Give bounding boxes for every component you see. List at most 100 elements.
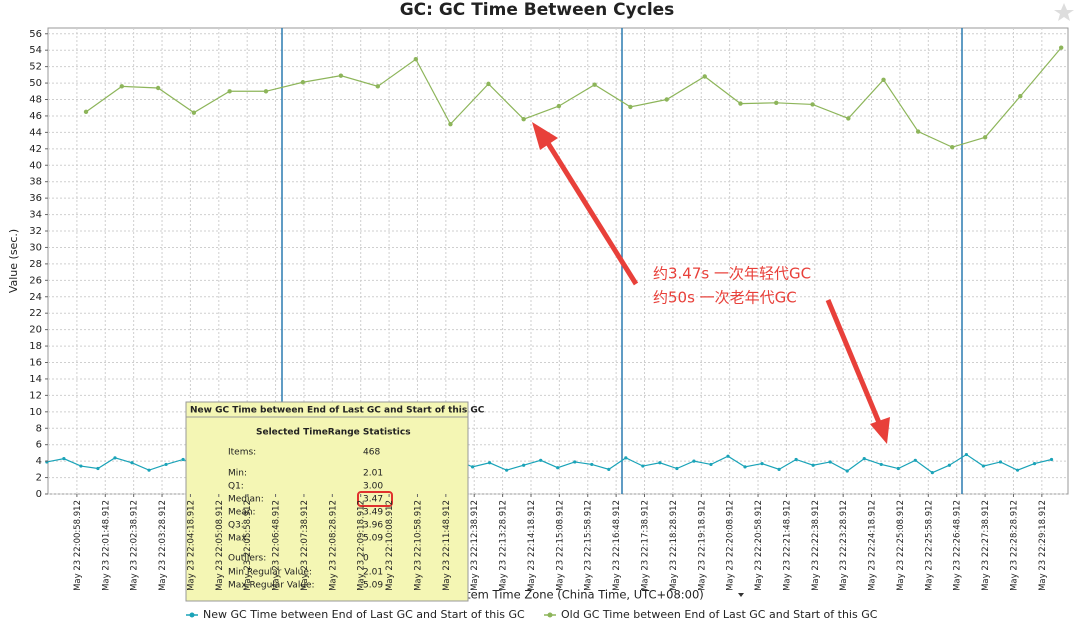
data-point <box>930 471 934 475</box>
data-point <box>896 466 900 471</box>
x-tick-label: May 23 22:20:58.912 <box>754 500 764 591</box>
stat-label: Min Regular Value: <box>228 568 312 578</box>
data-point <box>915 129 921 134</box>
highlight-box <box>357 491 393 507</box>
stat-label: Median: <box>228 495 264 505</box>
data-point <box>338 73 344 78</box>
legend-marker <box>189 612 195 618</box>
y-tick-label: 8 <box>36 423 42 434</box>
data-point <box>62 457 66 461</box>
data-point <box>1018 94 1023 99</box>
data-point <box>675 466 679 471</box>
data-point <box>413 57 419 62</box>
x-tick-label: May 23 22:25:58.912 <box>924 500 934 591</box>
y-tick-label: 34 <box>29 210 42 221</box>
data-point <box>913 458 917 462</box>
stat-label: Max: <box>228 534 250 544</box>
y-tick-label: 16 <box>29 358 42 369</box>
x-axis-title[interactable]: System Time Zone (China Time, UTC+08:00) <box>446 588 704 602</box>
data-point <box>846 116 851 121</box>
stat-value: 5.09 <box>363 534 383 544</box>
y-tick-label: 20 <box>29 325 42 336</box>
stat-value: 3.47 <box>363 495 383 505</box>
tooltip-title: New GC Time between End of Last GC and S… <box>190 406 485 416</box>
data-point <box>982 135 988 140</box>
data-point <box>794 457 798 462</box>
x-tick-label: May 23 22:13:28.912 <box>499 500 509 591</box>
data-point <box>607 467 611 471</box>
stat-value: 3.49 <box>363 508 383 518</box>
data-point <box>845 469 849 473</box>
annotation: 约50s 一次老年代GC <box>653 289 797 307</box>
y-tick-label: 46 <box>29 111 42 122</box>
data-point <box>658 461 662 465</box>
x-tick-label: May 23 22:03:28.912 <box>158 500 168 591</box>
stat-value: 0 <box>363 554 369 564</box>
x-tick-label: May 23 22:09:18.912 <box>357 500 367 591</box>
y-tick-label: 52 <box>29 62 42 73</box>
x-tick-label: May 23 22:12:38.912 <box>470 500 480 591</box>
data-point <box>227 89 232 94</box>
x-tick-label: May 23 22:23:28.912 <box>839 500 849 591</box>
star-icon[interactable] <box>1054 3 1074 21</box>
arrow-head <box>870 417 890 444</box>
legend-label: Old GC Time between End of Last GC and S… <box>561 608 878 621</box>
y-tick-label: 10 <box>29 407 42 418</box>
stat-label: Min: <box>228 469 247 479</box>
x-tick-label: May 23 22:00:58.912 <box>73 500 83 591</box>
data-point <box>155 85 161 91</box>
data-point <box>879 462 883 467</box>
data-point <box>83 109 89 115</box>
data-point <box>470 465 475 469</box>
y-tick-label: 12 <box>29 390 42 401</box>
tooltip-heading: Selected TimeRange Statistics <box>256 428 411 438</box>
data-point <box>164 462 168 467</box>
y-tick-label: 6 <box>36 440 42 451</box>
statistics-tooltip: New GC Time between End of Last GC and S… <box>185 401 485 602</box>
y-tick-label: 36 <box>29 193 42 204</box>
stat-label: Outliers: <box>228 554 266 564</box>
data-point <box>113 456 117 460</box>
data-point <box>664 97 669 102</box>
stat-label: Mean: <box>228 508 256 518</box>
y-tick-label: 38 <box>29 177 42 188</box>
stat-label: Max Regular Value: <box>228 581 315 591</box>
stat-value: 3.00 <box>363 482 383 492</box>
annotation-arrow <box>543 138 639 286</box>
y-tick-label: 28 <box>29 259 42 270</box>
tooltip-box <box>185 401 469 602</box>
data-point <box>964 452 968 457</box>
data-point <box>521 117 526 122</box>
data-point <box>1049 457 1054 462</box>
dropdown-caret[interactable] <box>738 593 744 597</box>
data-point <box>692 459 696 463</box>
data-point <box>628 104 633 110</box>
x-tick-label: May 23 22:04:18.912 <box>186 500 196 591</box>
data-point <box>375 84 380 89</box>
data-point <box>950 144 955 150</box>
x-tick-label: May 23 22:29:18.912 <box>1038 500 1048 591</box>
data-point <box>726 454 730 458</box>
data-point <box>1015 468 1020 472</box>
x-tick-label: May 23 22:17:38.912 <box>641 500 651 591</box>
legend-marker <box>547 612 553 618</box>
stat-label: Items: <box>228 448 256 458</box>
data-point <box>590 462 594 467</box>
data-point <box>881 77 886 82</box>
data-point <box>119 84 124 89</box>
data-point <box>79 464 83 468</box>
stat-value: 5.09 <box>363 581 383 591</box>
data-point <box>947 463 951 467</box>
y-tick-label: 54 <box>29 45 42 56</box>
stat-label: Q3: <box>228 521 244 531</box>
y-tick-label: 40 <box>29 160 42 171</box>
x-tick-label: May 23 22:14:18.912 <box>527 500 537 591</box>
y-tick-label: 30 <box>29 242 42 253</box>
x-tick-label: May 23 22:26:48.912 <box>953 500 963 591</box>
arrow-head <box>532 122 558 150</box>
data-point <box>624 456 628 460</box>
x-tick-label: May 23 22:15:08.912 <box>555 500 565 591</box>
data-point <box>539 458 543 462</box>
data-point <box>505 468 509 472</box>
x-tick-label: May 23 22:08:28.912 <box>328 500 338 591</box>
